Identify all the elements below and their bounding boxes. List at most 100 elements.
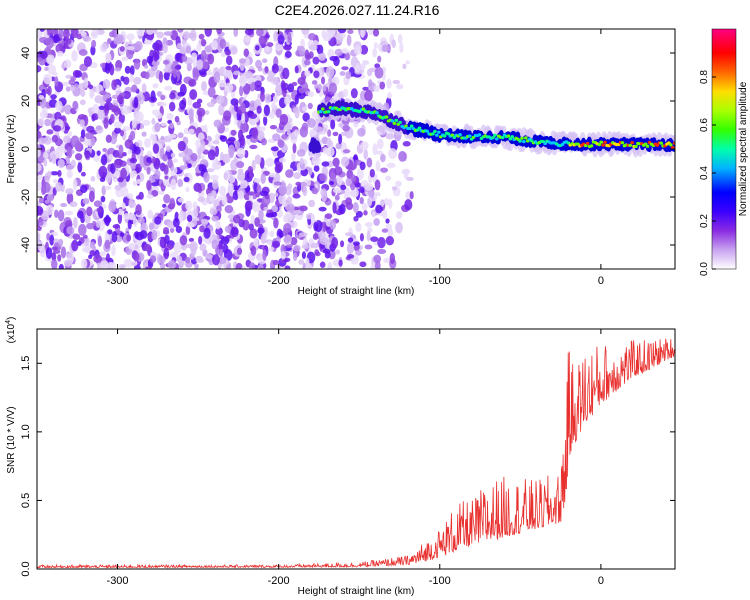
spectrogram-cell — [168, 101, 176, 112]
snr-ytick-label: 0.5 — [20, 493, 32, 508]
spectrogram-cell — [278, 230, 284, 238]
figure-title: C2E4.2026.027.11.24.R16 — [275, 2, 440, 18]
spectrogram-cell — [287, 183, 293, 190]
spectrogram-cell — [237, 172, 246, 182]
spectrogram-cell — [308, 167, 313, 176]
spectrogram-cell — [77, 240, 82, 246]
spectrogram-cell — [352, 191, 358, 197]
spectrogram-cell — [269, 230, 275, 238]
spectrogram-cell — [80, 171, 86, 177]
spectrogram-cell — [330, 119, 336, 130]
spectrogram-cell — [64, 125, 71, 131]
spectrogram-cell — [341, 48, 349, 54]
spectrogram-cell — [141, 83, 147, 93]
spectrogram-cell — [174, 65, 182, 71]
spectrogram-cell — [65, 188, 74, 195]
spectrogram-cell — [129, 171, 136, 179]
spectrogram-cell — [381, 44, 390, 53]
spectrogram-cell — [254, 154, 262, 165]
spectrogram-cell — [262, 249, 267, 262]
spectrogram-cell — [82, 234, 88, 239]
spectrogram-cell — [342, 149, 351, 154]
spectrogram-cell — [183, 127, 190, 135]
spectrogram-cell — [37, 65, 42, 73]
spectrogram-cell — [189, 241, 198, 252]
spectrogram-cell — [157, 190, 165, 195]
spectrogram-cell — [446, 132, 451, 136]
spectrogram-cell — [44, 118, 51, 127]
spectrogram-cell — [257, 227, 265, 234]
spectrogram-cell — [322, 248, 331, 254]
colorbar-tick-label: 0.6 — [699, 118, 710, 132]
spectrogram-cell — [603, 140, 607, 144]
spectrogram-cell — [386, 162, 396, 168]
spectrogram-cell — [337, 29, 347, 34]
spectrogram-cell — [321, 161, 330, 167]
spectrogram-cell — [178, 260, 185, 267]
spectrogram-cell — [264, 66, 269, 74]
spectrogram-cell — [64, 37, 72, 45]
spectrogram-cell — [46, 232, 51, 241]
spectrogram-cell — [50, 76, 56, 82]
spectrogram-cell — [230, 129, 237, 136]
spectrogram-cell — [79, 118, 85, 128]
spectrogram-cell — [240, 102, 246, 113]
spectrogram-cell — [357, 127, 366, 137]
spectrogram-cell — [253, 178, 262, 183]
spectrogram-cell — [136, 29, 146, 37]
spectrogram-cell — [396, 211, 403, 219]
spectrogram-cell — [268, 246, 274, 252]
spectrogram-cell — [276, 209, 284, 218]
spectrogram-cell — [239, 179, 248, 189]
spectrogram-cell — [54, 111, 62, 122]
spectrogram-cell — [132, 181, 138, 186]
spectrogram-cell — [126, 45, 135, 51]
spectrogram-cell — [312, 233, 319, 240]
spectrogram-cell — [188, 79, 197, 87]
spectrogram-cell — [408, 126, 412, 131]
spectrogram-cell — [104, 101, 113, 111]
spectrogram-xlabel: Height of straight line (km) — [298, 286, 415, 297]
spectrogram-cell — [249, 228, 258, 239]
spectrogram-cell — [364, 89, 373, 102]
spectrogram-cell — [104, 239, 111, 250]
spectrogram-cell — [395, 221, 403, 234]
spectrogram-cell — [645, 144, 650, 148]
spectrogram-cell — [230, 46, 238, 55]
spectrogram-cell — [183, 176, 190, 183]
snr-panel: -300 -200 -100 0 0.0 0.5 1.0 1.5 Height of stra… — [5, 317, 676, 597]
spectrogram-cell — [209, 208, 218, 216]
spectrogram-cell — [264, 93, 272, 104]
spectrogram-cell — [197, 186, 203, 194]
spectrogram-cell — [167, 133, 177, 139]
spectrogram-cell — [284, 96, 290, 106]
spectrogram-cell — [192, 69, 199, 81]
spectrogram-cell — [265, 212, 274, 218]
spectrogram-xtick-label: -100 — [429, 275, 451, 287]
spectrogram-cell — [510, 135, 515, 139]
spectrogram-cell — [189, 89, 198, 100]
spectrogram-cell — [177, 132, 184, 139]
spectrogram-cell — [115, 34, 124, 44]
spectrogram-cell — [52, 125, 62, 132]
spectrogram-cell — [176, 43, 182, 49]
spectrogram-cell — [362, 60, 370, 65]
spectrogram-cell — [277, 34, 285, 45]
spectrogram-cell — [326, 110, 331, 114]
spectrogram-cell — [66, 251, 73, 259]
spectrogram-cell — [230, 226, 239, 238]
spectrogram-cell — [39, 245, 46, 258]
spectrogram-cell — [322, 84, 327, 92]
spectrogram-cell — [198, 164, 207, 172]
snr-ytick-label: 0.0 — [20, 561, 32, 576]
spectrogram-cell — [262, 58, 268, 64]
spectrogram-cell — [329, 219, 337, 230]
spectrogram-cell — [311, 80, 318, 85]
spectrogram-cell — [54, 76, 59, 87]
spectrogram-cell — [350, 182, 356, 191]
spectrogram-cell — [294, 94, 299, 105]
spectrogram-cell — [307, 91, 315, 98]
spectrogram-cell — [224, 205, 234, 214]
spectrogram-cell — [53, 34, 60, 44]
spectrogram-cell — [220, 236, 230, 245]
